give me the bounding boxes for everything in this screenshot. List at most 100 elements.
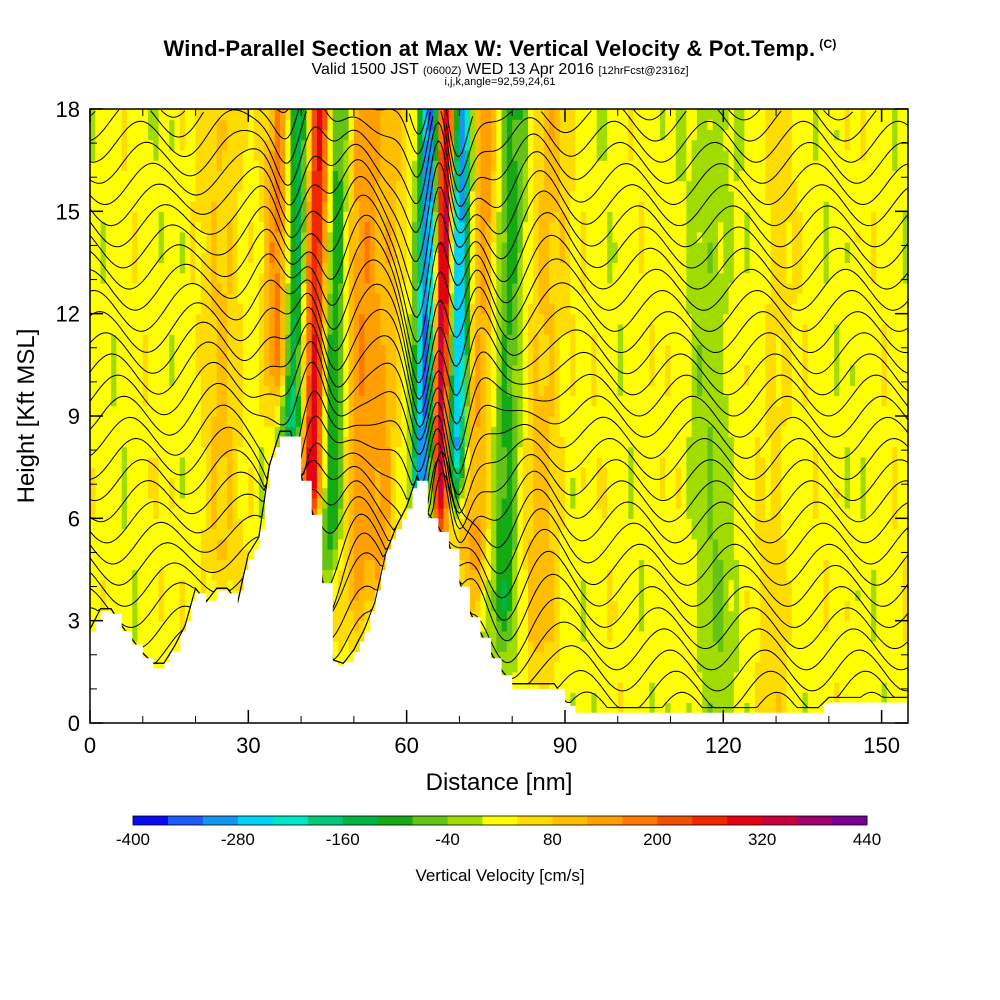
field-cell xyxy=(454,375,461,386)
field-cell xyxy=(232,385,239,397)
field-cell xyxy=(559,436,566,448)
field-cell xyxy=(184,416,191,427)
field-cell xyxy=(211,416,218,427)
field-cell xyxy=(374,518,381,530)
field-cell xyxy=(570,149,577,161)
field-cell xyxy=(427,201,434,212)
field-cell xyxy=(522,477,529,489)
field-cell xyxy=(601,160,608,171)
field-cell xyxy=(533,149,540,161)
field-cell xyxy=(126,109,133,120)
field-cell xyxy=(596,201,603,212)
field-cell xyxy=(227,323,234,335)
field-cell xyxy=(538,323,545,335)
field-cell xyxy=(506,620,513,632)
field-cell xyxy=(591,272,598,284)
field-cell xyxy=(148,211,154,223)
field-cell xyxy=(554,149,561,161)
field-cell xyxy=(559,160,566,171)
field-cell xyxy=(327,262,334,274)
field-cell xyxy=(448,508,455,519)
field-cell xyxy=(454,518,461,530)
field-cell xyxy=(90,456,96,468)
field-cell xyxy=(200,497,207,509)
field-cell xyxy=(612,426,619,438)
field-cell xyxy=(179,190,186,202)
field-cell xyxy=(132,620,139,632)
field-cell xyxy=(90,313,96,325)
field-cell xyxy=(200,559,207,571)
field-cell xyxy=(184,538,191,550)
field-cell xyxy=(612,149,619,161)
field-cell xyxy=(596,395,603,407)
field-cell xyxy=(570,620,577,632)
field-cell xyxy=(95,487,102,499)
field-cell xyxy=(538,375,545,386)
field-cell xyxy=(612,549,619,560)
field-cell xyxy=(596,426,603,438)
field-cell xyxy=(522,119,529,131)
field-cell xyxy=(237,344,244,356)
field-cell xyxy=(554,579,561,591)
field-cell xyxy=(190,160,197,171)
field-cell xyxy=(327,467,334,478)
field-cell xyxy=(258,334,265,345)
field-cell xyxy=(253,272,260,284)
field-cell xyxy=(422,272,429,284)
field-cell xyxy=(100,201,107,212)
field-cell xyxy=(332,477,339,489)
field-cell xyxy=(564,262,571,274)
field-cell xyxy=(95,313,102,325)
field-cell xyxy=(258,375,265,386)
field-cell xyxy=(411,282,418,294)
field-cell xyxy=(190,559,197,571)
field-cell xyxy=(517,344,524,356)
field-cell xyxy=(211,467,218,478)
field-cell xyxy=(195,262,202,274)
field-cell xyxy=(216,446,223,458)
field-cell xyxy=(575,538,582,550)
field-cell xyxy=(248,528,255,540)
field-cell xyxy=(564,344,571,356)
field-cell xyxy=(417,405,424,417)
field-cell xyxy=(126,293,133,305)
field-cell xyxy=(179,477,186,489)
field-cell xyxy=(90,477,96,489)
field-cell xyxy=(137,149,144,161)
field-cell xyxy=(216,549,223,560)
field-cell xyxy=(438,282,445,294)
field-cell xyxy=(533,682,540,693)
field-cell xyxy=(190,528,197,540)
field-cell xyxy=(485,610,492,622)
field-cell xyxy=(359,630,366,642)
field-cell xyxy=(469,354,476,366)
field-cell xyxy=(427,149,434,161)
field-cell xyxy=(575,630,582,642)
field-cell xyxy=(517,508,524,519)
field-cell xyxy=(607,600,614,612)
field-cell xyxy=(258,272,265,284)
field-cell xyxy=(248,446,255,458)
field-cell xyxy=(258,436,265,448)
field-cell xyxy=(163,139,170,151)
field-cell xyxy=(475,221,482,233)
field-cell xyxy=(528,497,534,509)
field-cell xyxy=(448,497,455,509)
field-cell xyxy=(528,139,534,151)
field-cell xyxy=(549,282,556,294)
field-cell xyxy=(343,201,350,212)
field-cell xyxy=(443,375,450,386)
field-cell xyxy=(601,630,608,642)
field-cell xyxy=(501,313,508,325)
field-cell xyxy=(126,190,133,202)
field-cell xyxy=(475,119,482,131)
field-cell xyxy=(427,231,434,243)
field-cell xyxy=(237,416,244,427)
field-cell xyxy=(396,385,402,397)
field-cell xyxy=(290,262,297,274)
field-cell xyxy=(121,334,128,345)
field-cell xyxy=(200,180,207,192)
field-cell xyxy=(121,231,128,243)
field-cell xyxy=(570,344,577,356)
field-cell xyxy=(338,354,344,366)
